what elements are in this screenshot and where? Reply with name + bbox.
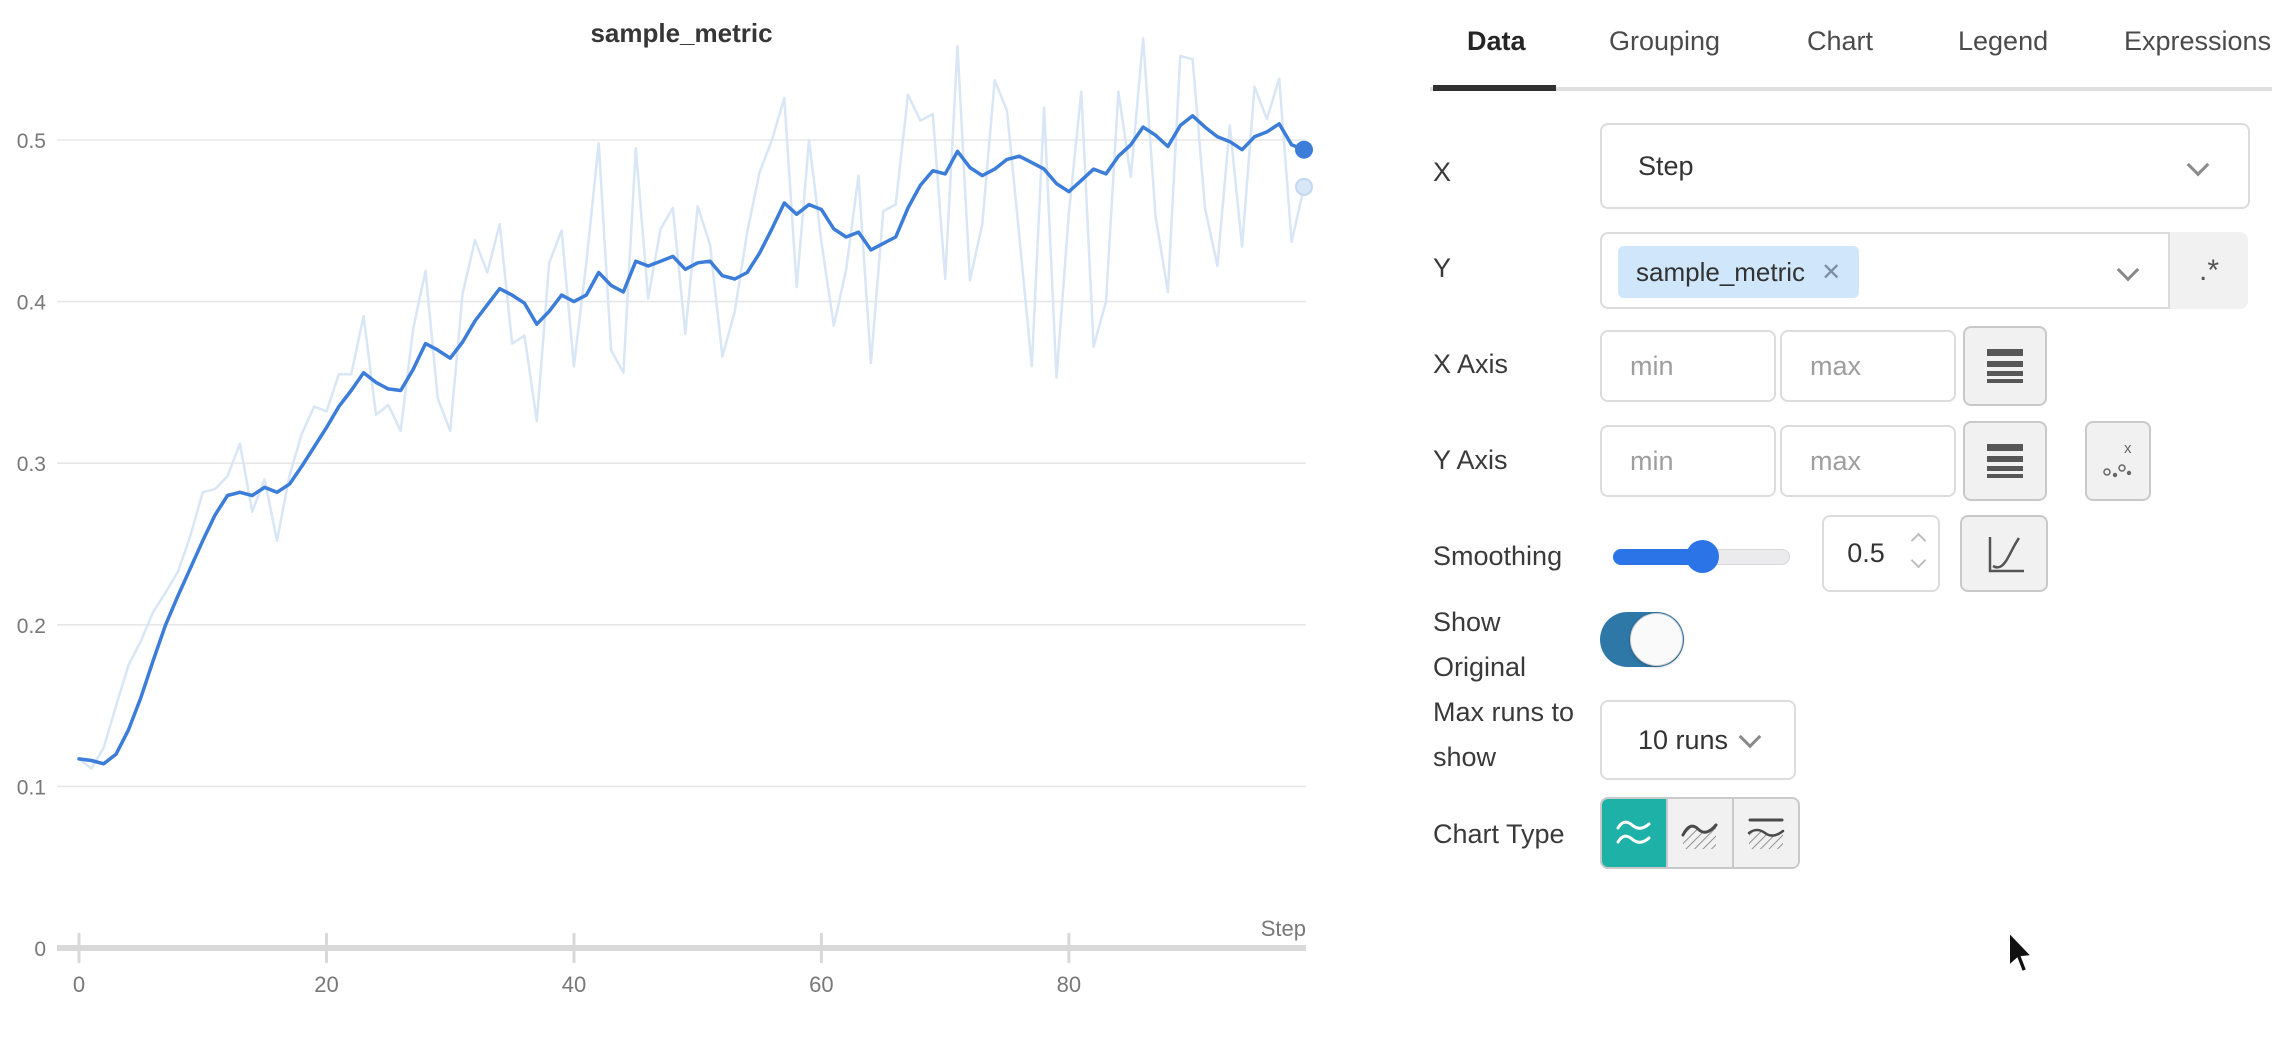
svg-text:40: 40 [562, 972, 586, 997]
svg-text:80: 80 [1057, 972, 1081, 997]
smoothing-slider-fill [1613, 549, 1708, 565]
x-axis-row-label: X Axis [1433, 349, 1509, 379]
x-row-label: X [1433, 157, 1452, 187]
chevron-down-icon [1738, 725, 1762, 749]
max-runs-value: 10 runs [1637, 724, 1729, 755]
log-scale-icon [1987, 444, 2023, 478]
x-axis-min-input[interactable] [1600, 330, 1776, 402]
svg-text:20: 20 [314, 972, 338, 997]
regex-toggle-button[interactable]: .* [2168, 232, 2248, 309]
smoothing-value: 0.5 [1847, 538, 1885, 568]
active-tab-indicator [1433, 85, 1556, 91]
area-chart-icon [1681, 823, 1718, 849]
chart-type-segmented-control [1600, 797, 1800, 869]
smoothing-value-input[interactable]: 0.5 [1822, 515, 1940, 592]
svg-text:Step: Step [1261, 916, 1306, 941]
smoothing-row-label: Smoothing [1433, 541, 1563, 571]
ignore-outliers-button[interactable]: x [2085, 421, 2151, 501]
y-metric-tag-label: sample_metric [1636, 256, 1806, 287]
y-axis-row-label: Y Axis [1433, 445, 1508, 475]
minmax-area-chart-icon [1747, 818, 1785, 849]
line-chart-icon [1616, 820, 1651, 844]
close-icon[interactable]: ✕ [1821, 258, 1842, 286]
tabbar-divider [1430, 87, 2272, 91]
smoothing-algorithm-button[interactable] [1960, 515, 2048, 592]
svg-text:0.3: 0.3 [17, 453, 46, 476]
y-axis-log-scale-button[interactable] [1963, 421, 2047, 501]
y-axis-min-input[interactable] [1600, 425, 1776, 497]
chart-type-row-label: Chart Type [1433, 819, 1565, 849]
regex-label: .* [2198, 253, 2219, 287]
svg-text:0.4: 0.4 [17, 292, 47, 315]
chart-type-area-button[interactable] [1668, 799, 1734, 867]
tab-grouping[interactable]: Grouping [1609, 26, 1721, 56]
show-original-row-label: Show Original [1433, 607, 1527, 682]
number-spinner[interactable] [1910, 532, 1927, 569]
tab-expressions[interactable]: Expressions [2124, 26, 2272, 56]
x-select[interactable]: Step [1600, 123, 2250, 209]
chart-type-line-button[interactable] [1602, 799, 1668, 867]
log-scale-icon [1987, 349, 2023, 383]
chart-title: sample_metric [590, 18, 773, 48]
toggle-knob [1630, 613, 1683, 666]
exponential-curve-icon [1988, 536, 2024, 572]
mouse-cursor [2008, 930, 2035, 974]
smoothing-slider-knob[interactable] [1686, 540, 1719, 573]
svg-text:0.1: 0.1 [17, 776, 46, 799]
spinner-up-icon[interactable] [1910, 532, 1927, 549]
svg-text:0.2: 0.2 [17, 615, 46, 638]
line-chart[interactable]: 0 0.1 0.2 0.3 0.4 0.5 0 20 40 60 80 Step [0, 0, 1430, 1040]
y-axis-max-input[interactable] [1780, 425, 1956, 497]
max-runs-row-label: Max runs to show [1433, 697, 1575, 772]
y-metric-tag[interactable]: sample_metric ✕ [1618, 246, 1860, 298]
chevron-down-icon [2116, 258, 2140, 282]
chart-type-minmax-button[interactable] [1734, 799, 1798, 867]
tab-legend[interactable]: Legend [1958, 26, 2049, 56]
y-row-label: Y [1433, 253, 1452, 283]
tab-data[interactable]: Data [1467, 26, 1526, 56]
tab-chart[interactable]: Chart [1807, 26, 1874, 56]
svg-text:0: 0 [34, 938, 46, 961]
x-axis-max-input[interactable] [1780, 330, 1956, 402]
x-select-value: Step [1638, 151, 1694, 181]
show-original-toggle[interactable] [1600, 612, 1684, 667]
max-runs-dropdown[interactable]: 10 runs [1600, 700, 1796, 780]
svg-text:60: 60 [809, 972, 833, 997]
svg-text:0: 0 [73, 972, 85, 997]
spinner-down-icon[interactable] [1910, 552, 1927, 569]
svg-text:x: x [2124, 441, 2132, 457]
x-axis-log-scale-button[interactable] [1963, 326, 2047, 406]
svg-text:0.5: 0.5 [17, 130, 46, 153]
chevron-down-icon [2186, 153, 2210, 177]
ignore-outliers-icon: x [2103, 441, 2132, 478]
